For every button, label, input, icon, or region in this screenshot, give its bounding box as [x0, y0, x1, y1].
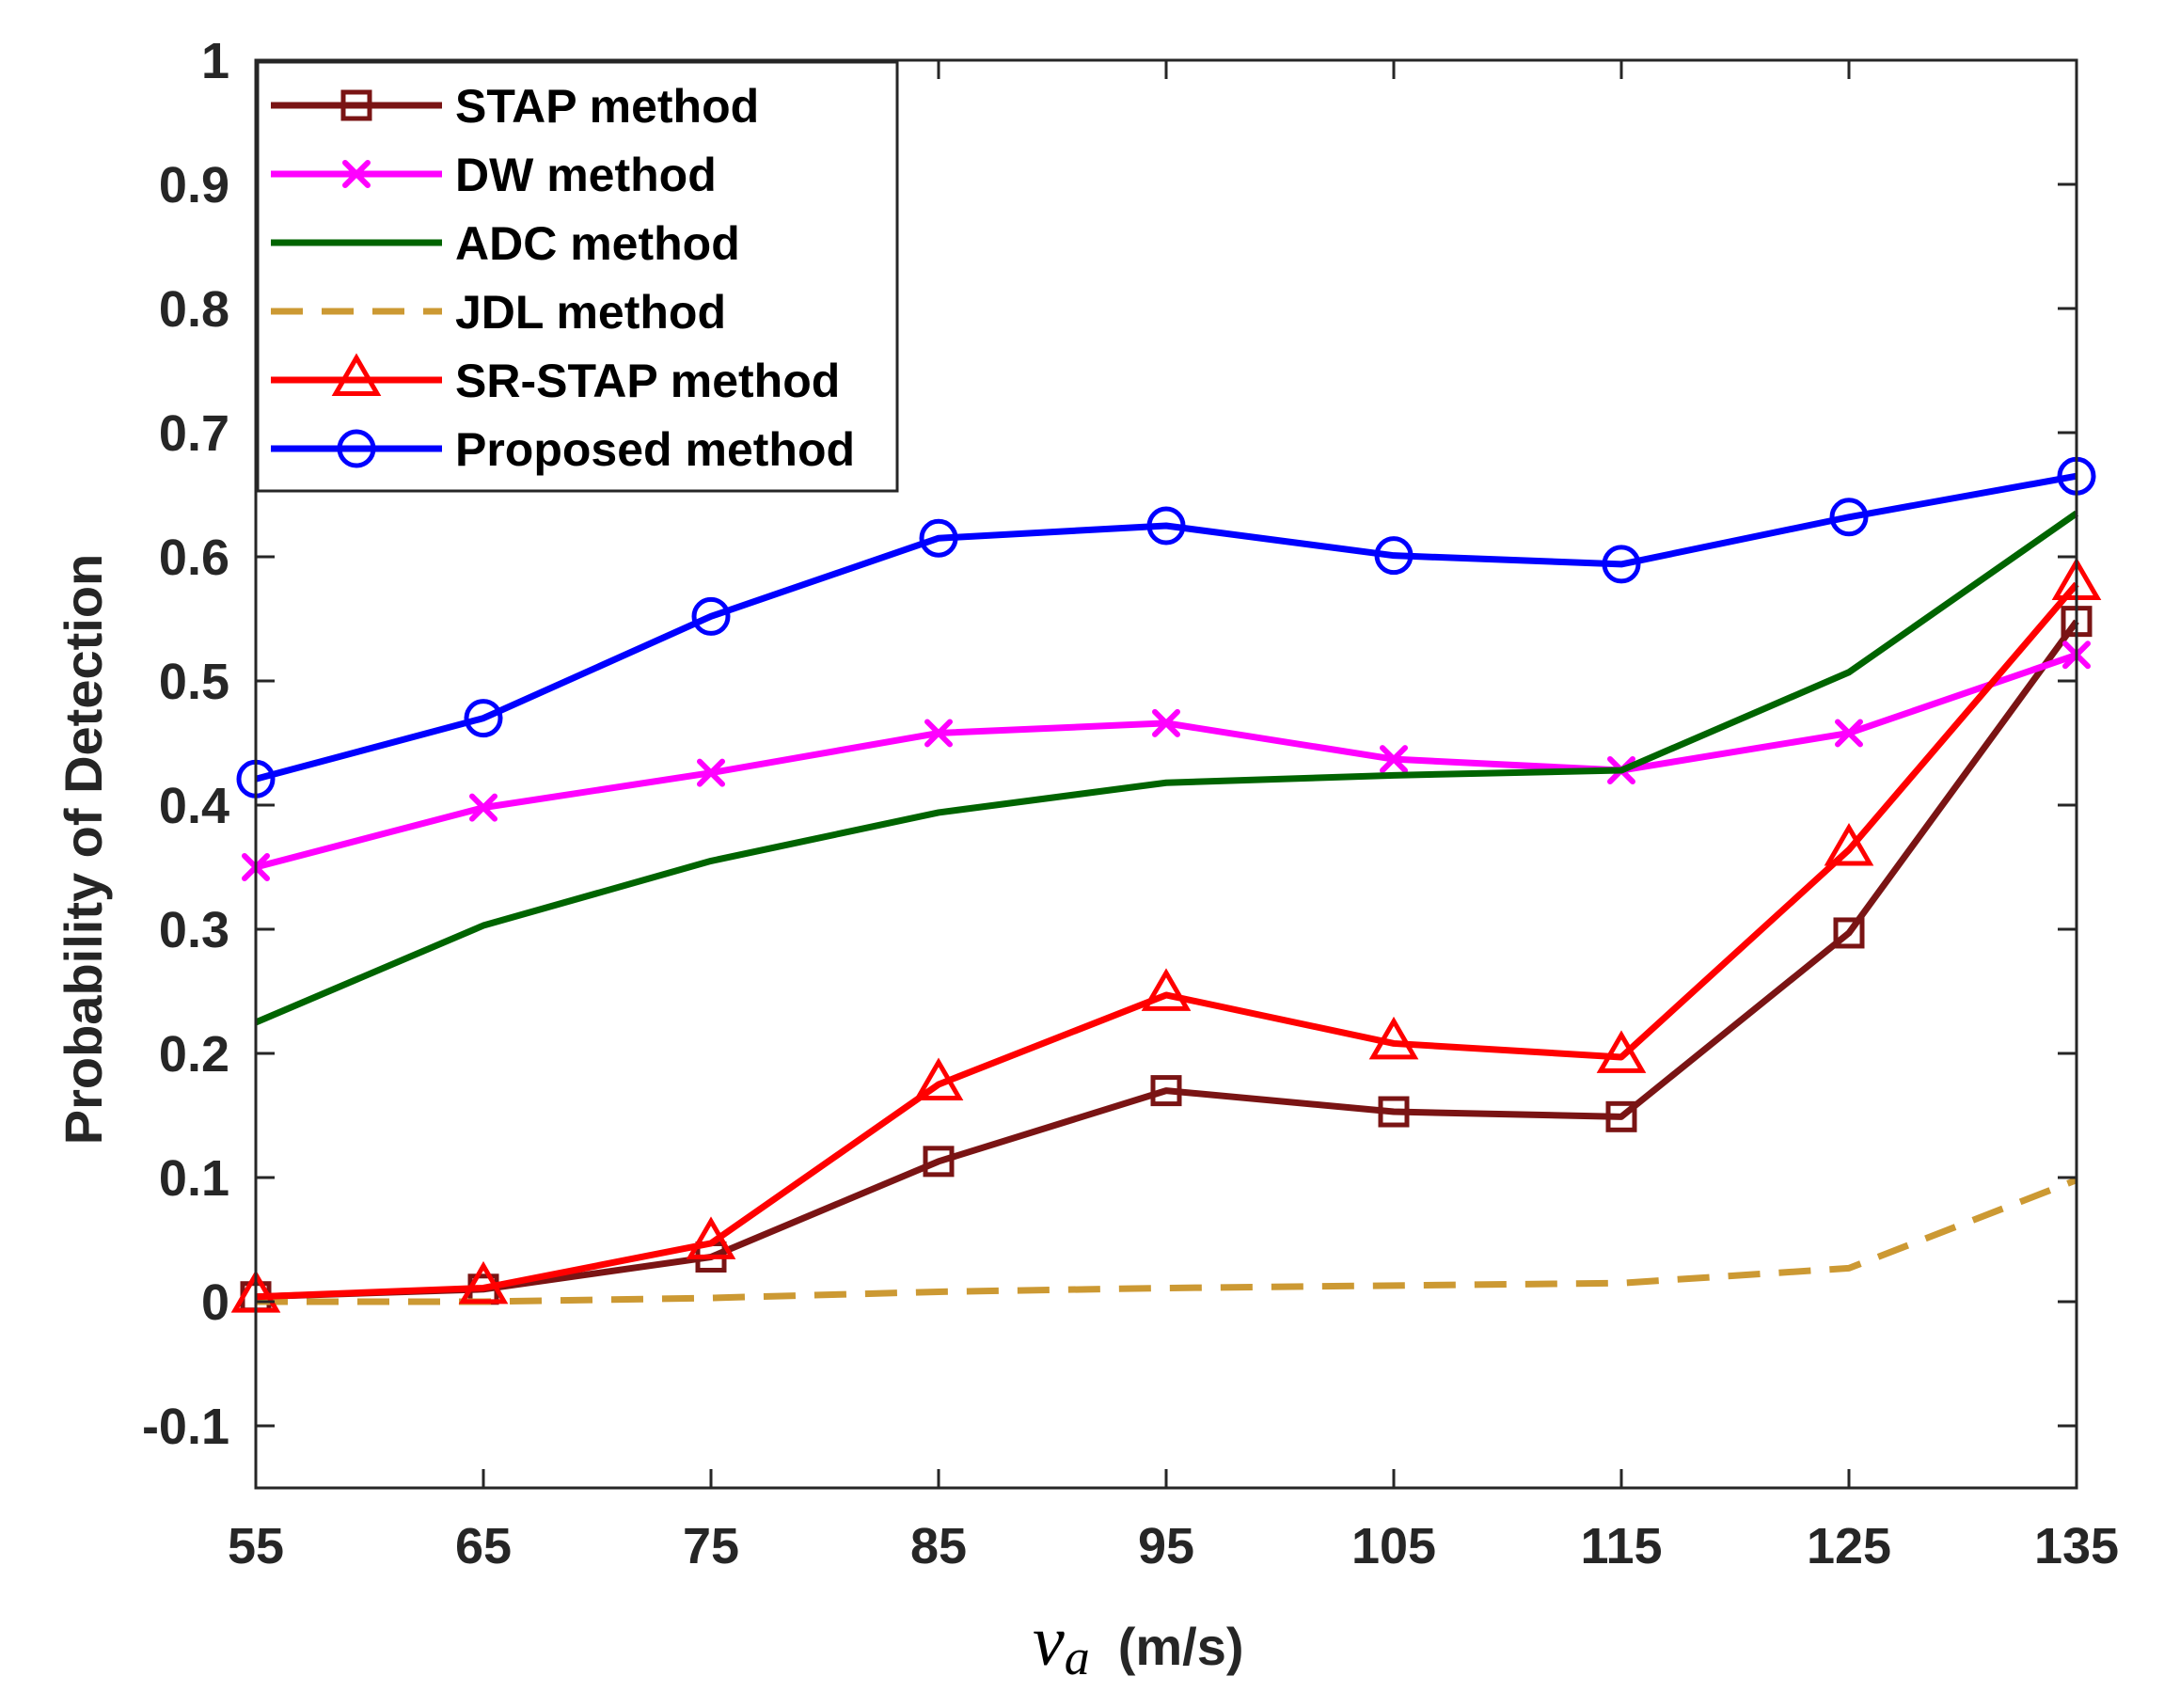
data-point — [691, 596, 731, 636]
data-point — [1602, 545, 1641, 584]
x-tick-label: 125 — [1807, 1518, 1891, 1574]
x-tick-label: 115 — [1580, 1518, 1662, 1574]
y-tick-label: 0.5 — [159, 654, 229, 710]
series-group — [230, 456, 2102, 1313]
legend-marker — [342, 160, 371, 188]
data-point — [1374, 536, 1414, 576]
data-point — [924, 719, 953, 748]
y-tick-label: 0.8 — [159, 281, 229, 338]
legend-box — [256, 60, 899, 493]
x-axis-label: va (m/s) — [1033, 1602, 1244, 1685]
data-point — [464, 699, 503, 738]
data-point — [1152, 708, 1180, 737]
series-line — [255, 619, 2079, 1301]
axes: 55 65 75 85 95 105 115 125 135 -0.1 0 0.1 0.2 0.3 0.4 0… — [142, 33, 2119, 1574]
y-tick-label: 1 — [201, 33, 229, 89]
legend-item: DW method — [271, 149, 717, 201]
data-point — [1368, 1016, 1419, 1060]
y-tick-label: 0.3 — [159, 902, 229, 958]
series-line — [255, 472, 2077, 783]
data-point — [1378, 1096, 1410, 1128]
legend-item: ADC method — [271, 217, 740, 270]
y-tick-label: 0.1 — [159, 1150, 229, 1207]
series-proposed-method — [236, 456, 2096, 799]
y-tick-label: -0.1 — [142, 1399, 229, 1455]
data-point — [1605, 1100, 1637, 1132]
data-point — [1824, 822, 1874, 866]
data-point — [913, 1057, 964, 1100]
data-point — [1150, 1075, 1182, 1107]
legend-marker — [331, 353, 382, 396]
data-point — [697, 758, 725, 787]
x-tick-label: 95 — [1138, 1518, 1194, 1574]
x-axis-variable: v — [1033, 1602, 1065, 1681]
x-tick-label: 105 — [1351, 1518, 1436, 1574]
x-axis-unit: (m/s) — [1118, 1617, 1244, 1676]
legend: STAP method DW method ADC method JDL method… — [256, 60, 899, 493]
axis-labels: Probability of Detection va (m/s) — [54, 554, 1244, 1685]
data-point — [469, 793, 498, 822]
legend-item: JDL method — [271, 286, 726, 339]
legend-label: SR-STAP method — [455, 355, 840, 407]
legend-item: STAP method — [271, 80, 759, 133]
data-point — [458, 1260, 509, 1305]
legend-label: DW method — [455, 149, 717, 201]
data-point — [923, 1146, 955, 1178]
y-tick-label: 0.9 — [159, 157, 229, 214]
legend-item: Proposed method — [271, 423, 855, 476]
data-point — [919, 518, 958, 558]
data-point — [1835, 719, 1863, 748]
y-tick-label: 0.2 — [159, 1026, 229, 1083]
y-tick-label: 0 — [201, 1274, 229, 1331]
x-tick-label: 75 — [683, 1518, 739, 1574]
y-tick-label: 0.4 — [159, 778, 229, 834]
data-point — [1146, 506, 1186, 546]
y-tick-label: 0.7 — [159, 405, 229, 462]
data-point — [1833, 917, 1865, 949]
series-sr-stap-method — [230, 557, 2102, 1313]
legend-label: Proposed method — [455, 423, 855, 476]
legend-label: STAP method — [455, 80, 759, 133]
data-point — [686, 1216, 736, 1259]
x-axis-variable-subscript: a — [1065, 1629, 1090, 1685]
series-line — [255, 581, 2079, 1301]
series-adc-method — [254, 510, 2079, 1026]
y-tick-label: 0.6 — [159, 530, 229, 586]
x-tick-label: 65 — [455, 1518, 512, 1574]
x-tick-label: 85 — [910, 1518, 967, 1574]
data-point — [1596, 1030, 1647, 1073]
data-point — [1829, 498, 1869, 537]
legend-label: ADC method — [455, 217, 740, 270]
y-axis-label: Probability of Detection — [54, 554, 113, 1146]
legend-marker — [340, 89, 372, 121]
x-tick-label: 135 — [2034, 1518, 2119, 1574]
series-line — [254, 510, 2079, 1026]
legend-marker — [337, 429, 376, 468]
legend-item: SR-STAP method — [271, 353, 840, 407]
data-point — [1380, 745, 1408, 774]
x-tick-label: 55 — [228, 1518, 284, 1574]
legend-label: JDL method — [455, 286, 726, 339]
data-point — [1141, 968, 1192, 1011]
